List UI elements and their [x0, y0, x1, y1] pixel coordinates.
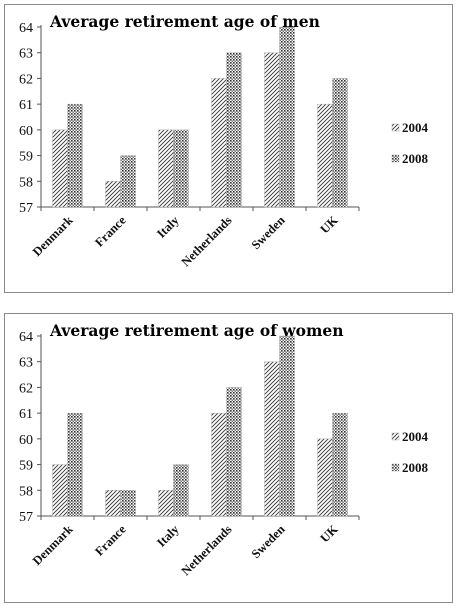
y-tick-label: 63 [19, 356, 33, 371]
bar-france-2008 [120, 490, 136, 517]
y-tick-label: 57 [19, 201, 33, 216]
bar-uk-2004 [317, 103, 333, 208]
chart-title: Average retirement age of women [49, 321, 344, 340]
bar-sweden-2008 [279, 26, 295, 208]
bar-netherlands-2004 [211, 78, 227, 208]
bar-netherlands-2008 [226, 387, 242, 517]
legend-swatch-2008 [391, 154, 400, 163]
bar-france-2004 [105, 181, 121, 208]
bar-sweden-2008 [279, 335, 295, 517]
bar-france-2004 [105, 490, 121, 517]
y-tick-label: 61 [19, 407, 33, 422]
legend-swatch-2008 [391, 463, 400, 472]
y-tick-label: 64 [19, 330, 33, 345]
y-tick-label: 62 [19, 381, 33, 396]
x-tick-label-france: France [92, 213, 129, 250]
chart-panel-women: 57 58 59 60 61 62 63 64 Denmark France Italy Nether… [4, 313, 453, 603]
bar-netherlands-2008 [226, 52, 242, 208]
x-tick-label-italy: Italy [154, 522, 182, 550]
y-tick-label: 59 [19, 459, 33, 474]
y-tick-label: 61 [19, 98, 33, 113]
legend-label-2004: 2004 [402, 120, 429, 135]
y-tick-label: 58 [19, 175, 33, 190]
y-tick-label: 62 [19, 72, 33, 87]
bar-uk-2008 [332, 412, 348, 517]
legend-label-2008: 2008 [402, 460, 429, 475]
bar-denmark-2008 [67, 412, 83, 517]
bar-italy-2008 [173, 464, 189, 517]
x-tick-label-netherlands: Netherlands [179, 213, 235, 269]
bar-uk-2004 [317, 438, 333, 517]
x-tick-label-sweden: Sweden [249, 522, 288, 561]
bar-netherlands-2004 [211, 412, 227, 517]
x-tick-label-italy: Italy [154, 213, 182, 241]
x-tick-label-uk: UK [317, 522, 340, 545]
x-tick-label-denmark: Denmark [30, 213, 76, 259]
legend-label-2008: 2008 [402, 151, 429, 166]
bar-denmark-2008 [67, 103, 83, 208]
y-tick-label: 64 [19, 21, 33, 36]
y-tick-label: 57 [19, 510, 33, 525]
x-tick-label-denmark: Denmark [30, 522, 76, 568]
x-tick-label-sweden: Sweden [249, 213, 288, 252]
chart-title: Average retirement age of men [49, 12, 320, 31]
bar-denmark-2004 [52, 464, 68, 517]
x-tick-label-netherlands: Netherlands [179, 522, 235, 578]
y-tick-label: 60 [19, 433, 33, 448]
women-chart: 57 58 59 60 61 62 63 64 Denmark France ItalyNether… [19, 321, 429, 578]
y-tick-label: 63 [19, 47, 33, 62]
bar-italy-2008 [173, 129, 189, 208]
bar-france-2008 [120, 155, 136, 208]
x-tick-label-uk: UK [317, 213, 340, 236]
y-tick-label: 60 [19, 124, 33, 139]
legend-swatch-2004 [391, 123, 400, 132]
bar-italy-2004 [158, 129, 174, 208]
bar-sweden-2004 [264, 52, 280, 208]
chart-panel-men: 57 58 59 60 61 62 63 64 Denmark France Italy Nether… [4, 4, 453, 293]
bar-italy-2004 [158, 490, 174, 517]
bar-sweden-2004 [264, 361, 280, 517]
x-tick-label-france: France [92, 522, 129, 559]
men-chart: 57 58 59 60 61 62 63 64 Denmark France ItalyNether… [19, 12, 429, 269]
y-tick-label: 58 [19, 484, 33, 499]
bar-denmark-2004 [52, 129, 68, 208]
y-tick-label: 59 [19, 150, 33, 165]
bar-uk-2008 [332, 78, 348, 208]
legend-label-2004: 2004 [402, 429, 429, 444]
legend-swatch-2004 [391, 432, 400, 441]
